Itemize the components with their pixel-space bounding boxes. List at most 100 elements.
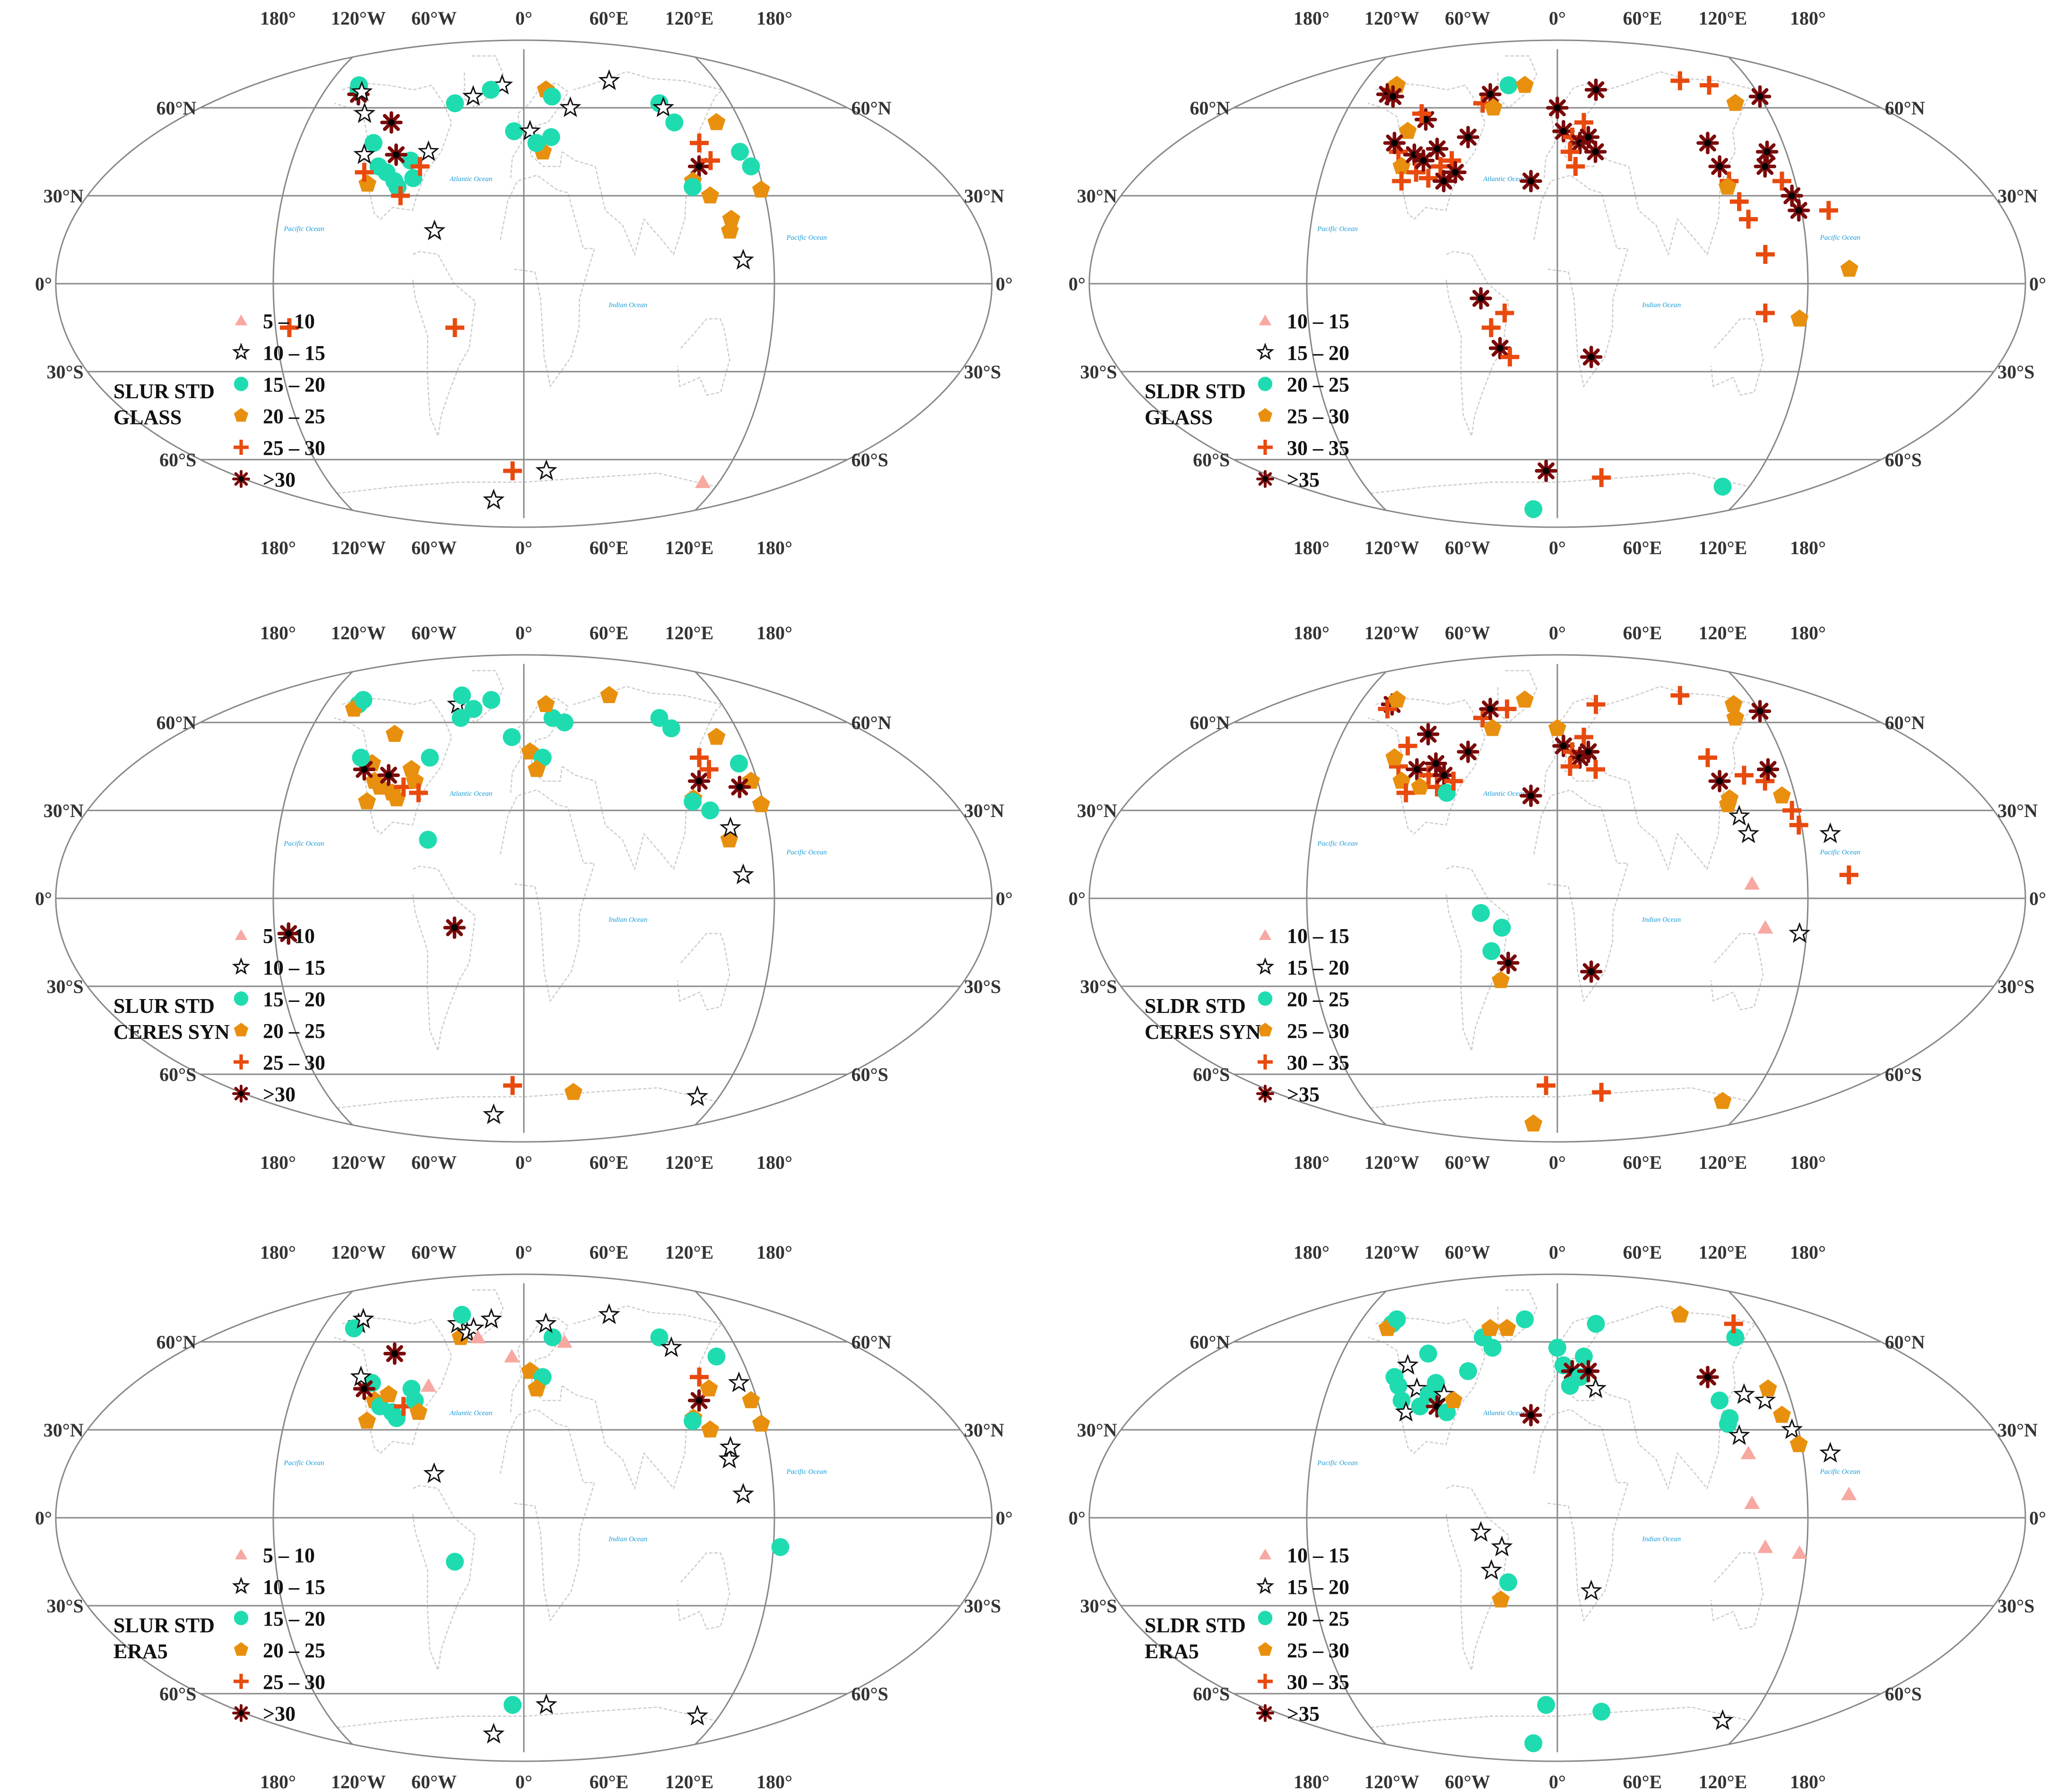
station-markers (1378, 686, 1859, 1131)
station-marker-asterisk (1584, 140, 1607, 163)
lon-tick-label-bottom: 60°E (590, 1152, 629, 1173)
station-marker-circle (482, 80, 500, 99)
legend-marker-triangle (1259, 929, 1272, 940)
station-marker-pentagon (1671, 1305, 1689, 1322)
lon-tick-label-bottom: 180° (1294, 1152, 1329, 1173)
lat-tick-label-left: 30°S (1080, 1595, 1117, 1617)
station-marker-pentagon (1789, 1435, 1808, 1453)
station-marker-pentagon (537, 695, 555, 712)
station-marker-plus (1670, 686, 1690, 705)
panel-title-line: SLUR STD (113, 1614, 215, 1637)
legend-marker-triangle (234, 314, 248, 325)
station-marker-plus (1586, 760, 1606, 779)
station-marker-plus (1819, 201, 1838, 220)
lon-tick-label-top: 180° (260, 8, 296, 29)
lat-tick-label-right: 60°S (1885, 1064, 1922, 1085)
panel-title-line: SLDR STD (1145, 994, 1246, 1018)
station-marker-plus (1431, 157, 1450, 176)
panel-title-line: SLUR STD (113, 994, 215, 1018)
legend-marker-plus (1258, 1674, 1273, 1689)
legend-item-label: 15 – 20 (263, 373, 325, 396)
station-marker-pentagon (1484, 98, 1502, 116)
station-marker-star (1584, 1377, 1607, 1398)
legend-marker-circle (1258, 1610, 1273, 1626)
station-marker-triangle (1757, 1540, 1773, 1553)
lon-tick-label-top: 0° (1549, 8, 1566, 29)
lat-tick-label-left: 0° (35, 273, 52, 295)
lon-tick-label-top: 60°W (1445, 8, 1490, 29)
station-marker-pentagon (700, 1379, 718, 1397)
station-marker-circle (665, 113, 684, 131)
station-marker-star (535, 1693, 557, 1714)
station-marker-asterisk (1412, 149, 1435, 172)
ocean-label: Indian Ocean (608, 302, 647, 309)
lat-tick-label-left: 60°N (156, 1331, 196, 1353)
station-marker-asterisk (1457, 740, 1479, 763)
station-marker-circle (1524, 500, 1543, 518)
station-marker-star (353, 143, 375, 164)
legend-item-label: 25 – 30 (1287, 1019, 1349, 1043)
station-marker-pentagon (600, 686, 618, 703)
station-marker-plus (690, 748, 709, 767)
station-marker-pentagon (1492, 971, 1510, 988)
station-marker-star (719, 1435, 742, 1457)
lat-tick-label-left: 30°N (1077, 185, 1117, 207)
station-marker-pentagon (358, 174, 377, 192)
legend-item-label: 25 – 30 (263, 1051, 325, 1074)
coastline (334, 82, 452, 220)
coastline (500, 174, 595, 388)
lon-tick-label-bottom: 120°E (665, 537, 714, 558)
legend-marker-pentagon (1258, 408, 1273, 422)
station-marker-pentagon (707, 113, 726, 130)
station-marker-asterisk (1546, 96, 1569, 119)
station-marker-asterisk (1416, 723, 1440, 746)
panel-title-line: SLDR STD (1145, 380, 1246, 403)
station-marker-pentagon (1444, 1391, 1463, 1409)
lon-tick-label-bottom: 60°W (1445, 1771, 1490, 1792)
lon-tick-label-top: 120°W (1364, 8, 1419, 29)
station-marker-star (1480, 1559, 1502, 1580)
lon-tick-label-bottom: 60°E (590, 1771, 629, 1792)
ocean-label: Pacific Ocean (283, 840, 324, 847)
panel-title-line: ERA5 (113, 1640, 168, 1663)
station-marker-circle (352, 748, 370, 767)
lon-tick-label-bottom: 120°E (1699, 537, 1747, 558)
legend-marker-triangle (234, 929, 248, 940)
ocean-label: Indian Ocean (608, 1536, 647, 1543)
lon-tick-label-top: 0° (1549, 622, 1566, 644)
lat-tick-label-right: 0° (2029, 1507, 2046, 1529)
station-marker-asterisk (1381, 85, 1405, 108)
ocean-label: Indian Ocean (608, 916, 647, 924)
lon-tick-label-top: 120°E (665, 622, 714, 644)
legend: 5 – 10 10 – 15 15 – 20 20 – 25 25 – 30 >30 (232, 924, 325, 1106)
station-marker-pentagon (1790, 309, 1809, 327)
station-marker-asterisk (1520, 1404, 1542, 1427)
station-marker-asterisk (1444, 161, 1467, 184)
coastline (1370, 472, 1750, 494)
lon-tick-label-bottom: 60°W (411, 537, 457, 558)
lon-tick-label-top: 60°W (411, 8, 457, 29)
station-marker-star (535, 459, 557, 480)
lat-tick-label-right: 30°S (964, 976, 1001, 997)
station-marker-pentagon (1726, 94, 1745, 111)
station-markers (279, 69, 770, 510)
lat-tick-label-left: 60°S (1193, 1064, 1230, 1085)
coastline (500, 789, 595, 1003)
station-marker-asterisk (380, 111, 403, 134)
coastline (1370, 1706, 1750, 1728)
station-marker-asterisk (1497, 951, 1520, 974)
lon-tick-label-top: 120°E (1699, 8, 1747, 29)
lat-tick-label-left: 0° (35, 1507, 52, 1529)
meridian-line (686, 663, 775, 1134)
ocean-label: Atlantic Ocean (1483, 175, 1526, 183)
lat-tick-label-right: 30°N (1998, 185, 2038, 207)
lon-tick-label-top: 180° (260, 622, 296, 644)
station-markers (277, 686, 770, 1124)
lat-tick-label-right: 30°S (1998, 1595, 2034, 1617)
station-marker-star (559, 96, 582, 117)
station-marker-star (354, 102, 376, 123)
station-marker-circle (731, 143, 749, 161)
station-marker-asterisk (1432, 170, 1455, 192)
legend-marker-star (232, 1576, 251, 1594)
